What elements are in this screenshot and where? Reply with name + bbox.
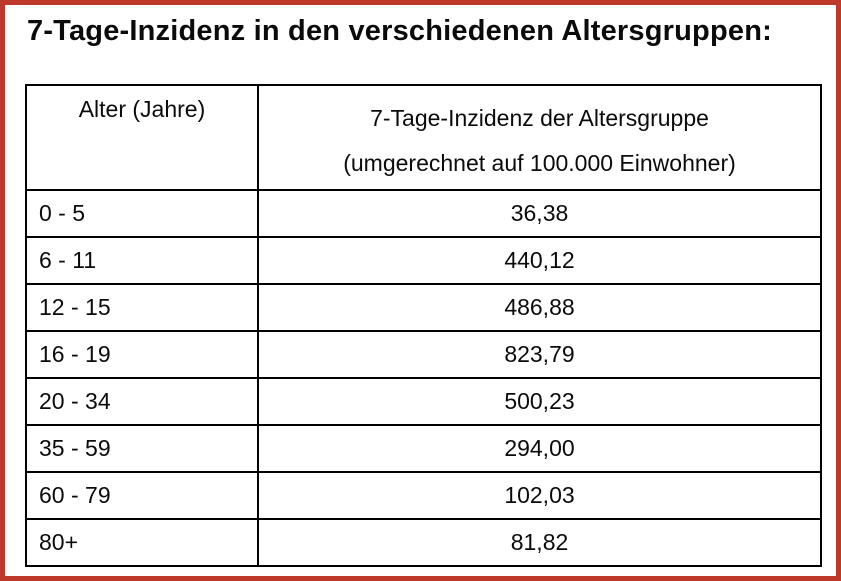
age-cell: 35 - 59 bbox=[25, 424, 259, 473]
age-cell: 80+ bbox=[25, 518, 259, 567]
table-row: 6 - 11 440,12 bbox=[25, 236, 822, 285]
incidence-cell: 36,38 bbox=[257, 189, 822, 238]
table-row: 0 - 5 36,38 bbox=[25, 189, 822, 238]
incidence-table: Alter (Jahre) 7-Tage-Inzidenz der Alters… bbox=[25, 84, 822, 567]
incidence-cell: 500,23 bbox=[257, 377, 822, 426]
table-row: 20 - 34 500,23 bbox=[25, 377, 822, 426]
incidence-cell: 823,79 bbox=[257, 330, 822, 379]
page-title: 7-Tage-Inzidenz in den verschiedenen Alt… bbox=[27, 15, 772, 47]
age-cell: 12 - 15 bbox=[25, 283, 259, 332]
age-cell: 6 - 11 bbox=[25, 236, 259, 285]
incidence-cell: 486,88 bbox=[257, 283, 822, 332]
incidence-cell: 440,12 bbox=[257, 236, 822, 285]
incidence-header-line1: 7-Tage-Inzidenz der Altersgruppe bbox=[370, 105, 709, 131]
age-cell: 0 - 5 bbox=[25, 189, 259, 238]
age-cell: 20 - 34 bbox=[25, 377, 259, 426]
table-body: 0 - 5 36,38 6 - 11 440,12 12 - 15 486,88 16 - … bbox=[25, 189, 822, 567]
table-row: 60 - 79 102,03 bbox=[25, 471, 822, 520]
incidence-column-header: 7-Tage-Inzidenz der Altersgruppe (umgere… bbox=[257, 84, 822, 191]
age-cell: 60 - 79 bbox=[25, 471, 259, 520]
age-column-header: Alter (Jahre) bbox=[25, 84, 259, 191]
incidence-cell: 294,00 bbox=[257, 424, 822, 473]
table-row: 80+ 81,82 bbox=[25, 518, 822, 567]
table-row: 12 - 15 486,88 bbox=[25, 283, 822, 332]
incidence-cell: 81,82 bbox=[257, 518, 822, 567]
table-row: 35 - 59 294,00 bbox=[25, 424, 822, 473]
age-cell: 16 - 19 bbox=[25, 330, 259, 379]
incidence-cell: 102,03 bbox=[257, 471, 822, 520]
table-header-row: Alter (Jahre) 7-Tage-Inzidenz der Alters… bbox=[25, 84, 822, 191]
incidence-header-line2: (umgerechnet auf 100.000 Einwohner) bbox=[343, 150, 736, 176]
table-row: 16 - 19 823,79 bbox=[25, 330, 822, 379]
